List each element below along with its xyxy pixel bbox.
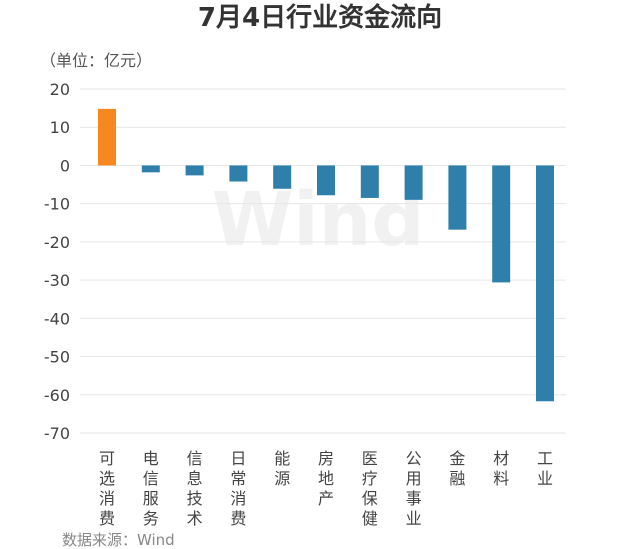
y-tick-label: -30 [44, 271, 70, 290]
bar-2 [141, 165, 160, 173]
y-tick-label: -40 [44, 309, 70, 328]
x-category-label: 医疗保健 [362, 449, 378, 528]
bar-3 [185, 165, 204, 176]
bar-7 [360, 165, 379, 198]
unit-label: （单位：亿元） [40, 51, 153, 70]
bar-10 [492, 165, 511, 283]
y-tick-label: -60 [44, 386, 70, 405]
x-category-label: 信息技术 [187, 449, 203, 528]
chart-title: 7月4日行业资金流向 [197, 3, 443, 33]
x-category-label: 金融 [449, 449, 465, 488]
x-category-label: 公用事业 [406, 449, 422, 528]
bar-5 [273, 165, 292, 189]
bar-4 [229, 165, 248, 182]
bar-6 [317, 165, 335, 196]
bar-9 [448, 165, 467, 230]
bar-8 [404, 165, 423, 200]
y-tick-label: -10 [44, 195, 70, 214]
x-category-label: 材料 [493, 449, 509, 488]
y-tick-label: -50 [44, 348, 70, 367]
y-tick-label: 10 [50, 118, 70, 137]
bar-11 [536, 165, 554, 402]
x-category-label: 能源 [274, 449, 290, 488]
x-category-label: 电信服务 [143, 449, 159, 528]
bar-1 [98, 108, 116, 166]
y-tick-label: 20 [50, 80, 70, 99]
y-tick-label: -70 [44, 424, 70, 443]
x-category-label: 可选消费 [99, 449, 115, 528]
y-tick-label: 0 [60, 156, 70, 175]
x-category-label: 工业 [537, 449, 553, 488]
y-tick-label: -20 [44, 233, 70, 252]
source-note: 数据来源：Wind [62, 531, 175, 549]
x-category-label: 房地产 [318, 449, 334, 508]
x-category-label: 日常消费 [230, 449, 246, 528]
